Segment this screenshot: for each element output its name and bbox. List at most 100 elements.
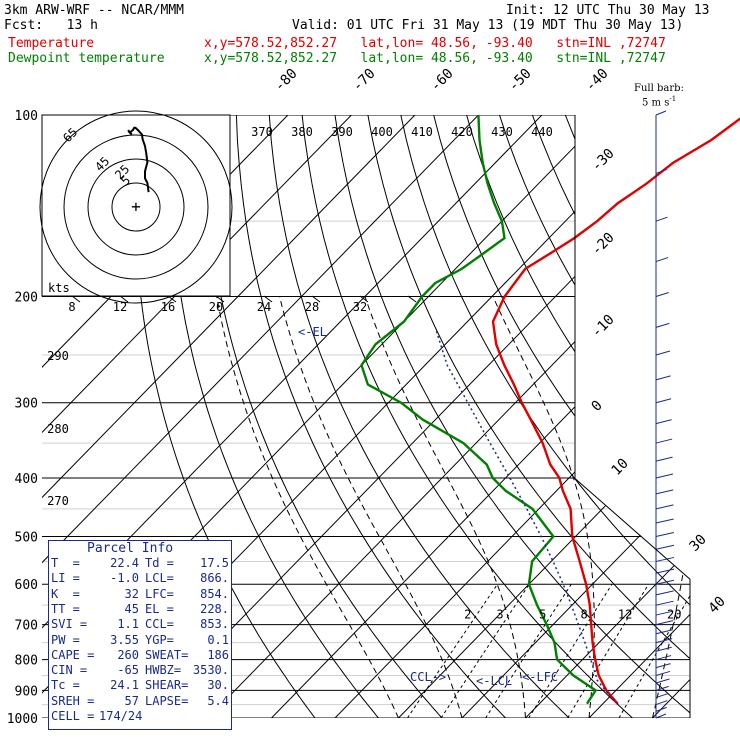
isotherm-label: 40 [706, 594, 729, 617]
forecast-hour: Fcst: 13 h [4, 18, 98, 33]
wind-barb [655, 322, 670, 328]
parcel-info-key: PW = [51, 632, 80, 647]
wind-barb [655, 438, 673, 444]
mixing-ratio-line [567, 583, 650, 718]
hodograph-scale-label: 24 [257, 300, 271, 314]
dry-adiabat [400, 115, 690, 718]
hodograph-scale-tick [119, 295, 129, 303]
hodograph-scale-tick [263, 295, 273, 303]
parcel-info-row: CIN = -65 HWBZ= 3530. [51, 663, 229, 678]
mixing-ratio-line [407, 583, 498, 718]
hodograph-scale-label: 16 [161, 300, 175, 314]
wind-barb [655, 419, 672, 425]
init-time: Init: 12 UTC Thu 30 May 13 [506, 3, 710, 18]
hodograph-speed-unit: kts [48, 281, 70, 295]
isotherm-label: -20 [589, 230, 618, 259]
barb-legend-speed: 5 m s [642, 97, 670, 109]
dry-adiabat [433, 115, 690, 718]
parcel-info-value: -65 [117, 663, 139, 678]
theta-label: 380 [291, 125, 313, 139]
parcel-info-value: 260 [117, 647, 139, 662]
parcel-info-key: Tc = [51, 678, 80, 693]
theta-label: 370 [251, 125, 273, 139]
wind-barb [655, 620, 674, 626]
parcel-info-value: 17.5 [200, 556, 229, 570]
plot-outline [574, 115, 691, 718]
parcel-info-key: LI = [51, 571, 80, 586]
isotherm-label: -10 [589, 312, 618, 341]
isotherm-label: -50 [506, 66, 535, 95]
parcel-info-panel: Parcel Info T = 22.4 Td = 17.5 LI = -1.0 LCL= 8… [48, 540, 232, 730]
parcel-info-key: CELL = [51, 709, 95, 723]
hodograph-ring [63, 134, 209, 280]
hodograph-scale-tick [311, 295, 321, 303]
wind-barb [655, 168, 667, 174]
theta-left-label: 280 [47, 422, 69, 436]
wind-barb [655, 110, 667, 116]
parcel-info-value: 45 [124, 601, 139, 616]
mixing-ratio-line [485, 583, 572, 718]
wind-barb [655, 473, 674, 479]
parcel-info-key: CAPE = [51, 647, 95, 662]
hodograph-ring [87, 158, 185, 256]
isotherm-line [42, 115, 479, 718]
parcel-info-value: 32 [124, 586, 139, 601]
wind-barb [655, 646, 672, 652]
dry-adiabat [531, 115, 690, 718]
theta-label: 410 [411, 125, 433, 139]
isotherm-label: -60 [428, 66, 457, 95]
parcel-info-key: SREH = [51, 693, 95, 708]
pressure-tick-label: 600 [15, 578, 38, 593]
barb-legend-title: Full barb: [634, 83, 684, 94]
hodograph-scale-tick [215, 295, 225, 303]
dry-adiabat [730, 115, 740, 718]
wind-barb [655, 504, 674, 510]
isotherm-line [334, 115, 690, 718]
barb-legend-unit: -1 [669, 95, 677, 103]
dry-adiabat [697, 115, 740, 718]
hodograph-ring [111, 182, 161, 232]
parcel-info-row: SVI = 1.1 CCL= 853. [51, 617, 229, 632]
isotherm-label: 0 [589, 398, 606, 415]
wind-barb [655, 638, 673, 644]
parcel-info-row: TT = 45 EL = 228. [51, 602, 229, 617]
hodograph-scale-label: 20 [209, 300, 223, 314]
parcel-info-key: EL = [145, 601, 174, 616]
pressure-tick-label: 1000 [7, 712, 38, 727]
isotherm-line [716, 115, 740, 718]
moist-adiabat [492, 296, 595, 718]
dry-adiabat [301, 115, 633, 718]
parcel-info-row: T = 22.4 Td = 17.5 [51, 556, 229, 571]
dry-adiabat [169, 115, 379, 718]
barb-legend: Full barb: 5 m s-1 [634, 84, 684, 108]
dry-adiabat [203, 115, 443, 718]
hodograph-scale-label: 32 [353, 300, 367, 314]
wind-barb [655, 398, 672, 404]
wind-barb [655, 706, 667, 712]
isotherm-line [461, 115, 690, 718]
mixing-ratio-label: 20 [667, 608, 681, 622]
hodograph-scale-tick [407, 295, 417, 303]
parcel-info-value: 22.4 [110, 556, 139, 570]
theta-label: 440 [531, 125, 553, 139]
wind-barb [655, 693, 669, 699]
wind-barb [655, 350, 671, 356]
dry-adiabat [235, 115, 506, 718]
dry-adiabat [466, 115, 690, 718]
isotherm-line [652, 115, 690, 718]
isotherm-label: 30 [687, 532, 710, 555]
pressure-tick-label: 500 [15, 530, 38, 545]
hodograph-scale-label: 28 [305, 300, 319, 314]
isotherm-line [398, 115, 690, 718]
hodograph-ring [39, 110, 233, 304]
theta-label: 430 [491, 125, 513, 139]
lcl-annotation: <-LCL [476, 674, 512, 688]
theta-label: 390 [331, 125, 353, 139]
mixing-ratio-label: 3 [496, 608, 503, 622]
wind-barb [655, 544, 675, 550]
hodograph-box [41, 114, 231, 297]
parcel-info-value: 3530. [192, 663, 229, 678]
isotherm-line [588, 115, 690, 718]
theta-label: 420 [451, 125, 473, 139]
